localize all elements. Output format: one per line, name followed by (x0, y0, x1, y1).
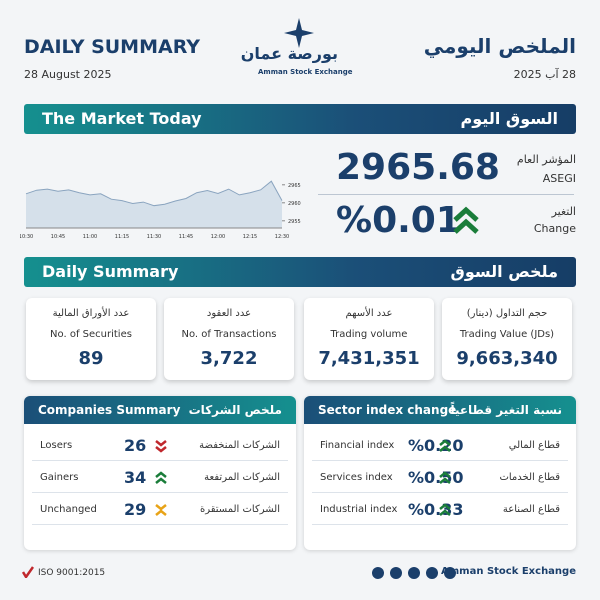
card-label-en: Trading Value (JDs) (459, 329, 555, 340)
x-tick-label: 11:45 (179, 234, 193, 240)
summary-row: Unchanged 29 الشركات المستقرة (32, 496, 288, 525)
market-title-en: The Market Today (42, 109, 202, 128)
row-label-ar: قطاع الصناعة (502, 504, 560, 515)
y-tick-label: 2965 (288, 183, 301, 189)
title-en-text: DAILY SUMMARY (24, 36, 201, 58)
card: عدد الأوراق المالية No. of Securities 89 (26, 298, 156, 380)
y-tick-label: 2955 (288, 219, 301, 225)
iso: ISO 9001:2015 (38, 568, 106, 578)
panel-title-en: Companies Summary (38, 403, 181, 417)
title-en: DAILY SUMMARY (24, 36, 200, 58)
x-tick-label: 11:00 (83, 234, 97, 240)
row-value: %0.33 (408, 500, 464, 519)
card-label-ar: عدد العقود (206, 308, 252, 319)
trend-icon (155, 504, 167, 516)
market-title-ar: السوق اليوم (460, 109, 558, 128)
panel-title-ar: نسبة التغير قطاعياً (450, 403, 562, 417)
check-icon (22, 566, 34, 578)
row-label-ar: قطاع الخدمات (499, 472, 560, 483)
row-value: %0.20 (408, 436, 464, 455)
x-tick-label: 12:15 (243, 234, 257, 240)
row-value: %0.50 (408, 468, 464, 487)
x-tick-label: 12:30 (275, 234, 289, 240)
social-icons (372, 565, 462, 584)
logo-ar: بورصة عمان (240, 44, 338, 63)
summary-row: Losers 26 الشركات المنخفضة (32, 432, 288, 461)
summary-row: Financial index %0.20 قطاع المالي (312, 432, 568, 461)
change-label-ar: التغير (551, 205, 576, 218)
card-label-en: No. of Transactions (181, 329, 277, 340)
row-label-en: Unchanged (40, 504, 97, 515)
trend-icon (439, 503, 451, 516)
area (26, 181, 282, 228)
row-label-ar: الشركات المنخفضة (199, 440, 280, 451)
social-icons-svg (372, 567, 456, 579)
card-value: 7,431,351 (318, 348, 420, 369)
row-label-ar: الشركات المرتفعة (204, 472, 280, 483)
panel-header: Companies Summary ملخص الشركات (24, 396, 296, 424)
card: حجم التداول (دينار) Trading Value (JDs) 9,… (442, 298, 572, 380)
row-label-en: Financial index (320, 440, 395, 451)
panel-title-en: Sector index change (318, 403, 457, 417)
x-tick-label: 12:00 (211, 234, 225, 240)
row-value: 34 (124, 468, 147, 487)
row-label-ar: قطاع المالي (508, 440, 560, 451)
daily-title-en: Daily Summary (42, 262, 179, 281)
panel-title-ar: ملخص الشركات (188, 403, 282, 417)
daily-title-ar: ملخص السوق (450, 262, 558, 281)
trend-icon (155, 471, 167, 484)
up-arrow-icon (453, 206, 479, 234)
divider (318, 194, 574, 195)
card-value: 9,663,340 (456, 348, 558, 369)
index-value: 2965.68 (336, 147, 500, 188)
summary-row: Gainers 34 الشركات المرتفعة (32, 464, 288, 493)
row-label-en: Losers (40, 440, 73, 451)
sector-panel: Sector index change نسبة التغير قطاعياً F… (304, 396, 576, 550)
y-tick-label: 2960 (288, 201, 301, 207)
index-label-ar: المؤشر العام (516, 153, 576, 166)
row-label-en: Gainers (40, 472, 79, 483)
card-label-ar: عدد الأسهم (345, 308, 393, 319)
row-value: 29 (124, 500, 147, 519)
card-label-en: Trading volume (330, 329, 408, 340)
companies-panel: Companies Summary ملخص الشركات Losers 26 ال… (24, 396, 296, 550)
x-tick-label: 10:45 (51, 234, 65, 240)
sparkline: 2955 2960 2965 10:30 10:45 11:00 11:15 11:30 11:… (20, 180, 301, 240)
logo-mark (284, 18, 314, 48)
change-value: %0.01 (336, 200, 461, 241)
date-en: 28 August 2025 (24, 68, 112, 81)
summary-row: Services index %0.50 قطاع الخدمات (312, 464, 568, 493)
summary-row: Industrial index %0.33 قطاع الصناعة (312, 496, 568, 525)
row-value: 26 (124, 436, 147, 455)
trend-icon (439, 439, 451, 452)
row-label-en: Services index (320, 472, 393, 483)
card-value: 89 (78, 348, 104, 369)
card-label-ar: حجم التداول (دينار) (466, 308, 548, 319)
trend-icon (439, 471, 451, 484)
title-ar: الملخص اليومي (423, 34, 576, 58)
trend-icon (155, 440, 167, 453)
line (25, 180, 283, 207)
footer-org: Amman Stock Exchange (441, 566, 576, 577)
market-banner: The Market Today السوق اليوم (24, 104, 576, 134)
change-label-en: Change (533, 222, 576, 235)
x-tick-label: 10:30 (20, 234, 33, 240)
card-label-ar: عدد الأوراق المالية (52, 308, 130, 319)
index-label-en: ASEGI (542, 172, 576, 185)
x-tick-label: 11:15 (115, 234, 129, 240)
row-label-en: Industrial index (320, 504, 398, 515)
daily-banner: Daily Summary ملخص السوق (24, 257, 576, 287)
row-label-ar: الشركات المستقرة (199, 504, 280, 515)
x-tick-label: 11:30 (147, 234, 161, 240)
logo-en: Amman Stock Exchange (258, 68, 353, 76)
panel-header: Sector index change نسبة التغير قطاعياً (304, 396, 576, 424)
card-value: 3,722 (200, 348, 258, 369)
card: عدد الأسهم Trading volume 7,431,351 (304, 298, 434, 380)
card-label-en: No. of Securities (50, 329, 132, 340)
card: عدد العقود No. of Transactions 3,722 (164, 298, 294, 380)
date-ar: 28 آب 2025 (513, 68, 576, 81)
